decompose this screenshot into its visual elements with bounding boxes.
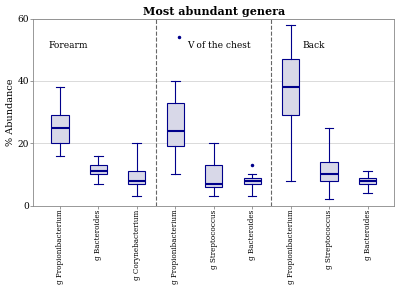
PathPatch shape [90, 165, 107, 174]
Text: Back: Back [302, 41, 325, 50]
PathPatch shape [282, 59, 299, 115]
PathPatch shape [128, 171, 146, 184]
PathPatch shape [359, 177, 376, 184]
PathPatch shape [51, 115, 68, 143]
PathPatch shape [167, 103, 184, 146]
Title: Most abundant genera: Most abundant genera [142, 6, 285, 17]
Text: Forearm: Forearm [48, 41, 88, 50]
Y-axis label: % Abundance: % Abundance [6, 78, 14, 146]
Text: V of the chest: V of the chest [187, 41, 250, 50]
PathPatch shape [320, 162, 338, 181]
PathPatch shape [205, 165, 222, 187]
PathPatch shape [244, 177, 261, 184]
